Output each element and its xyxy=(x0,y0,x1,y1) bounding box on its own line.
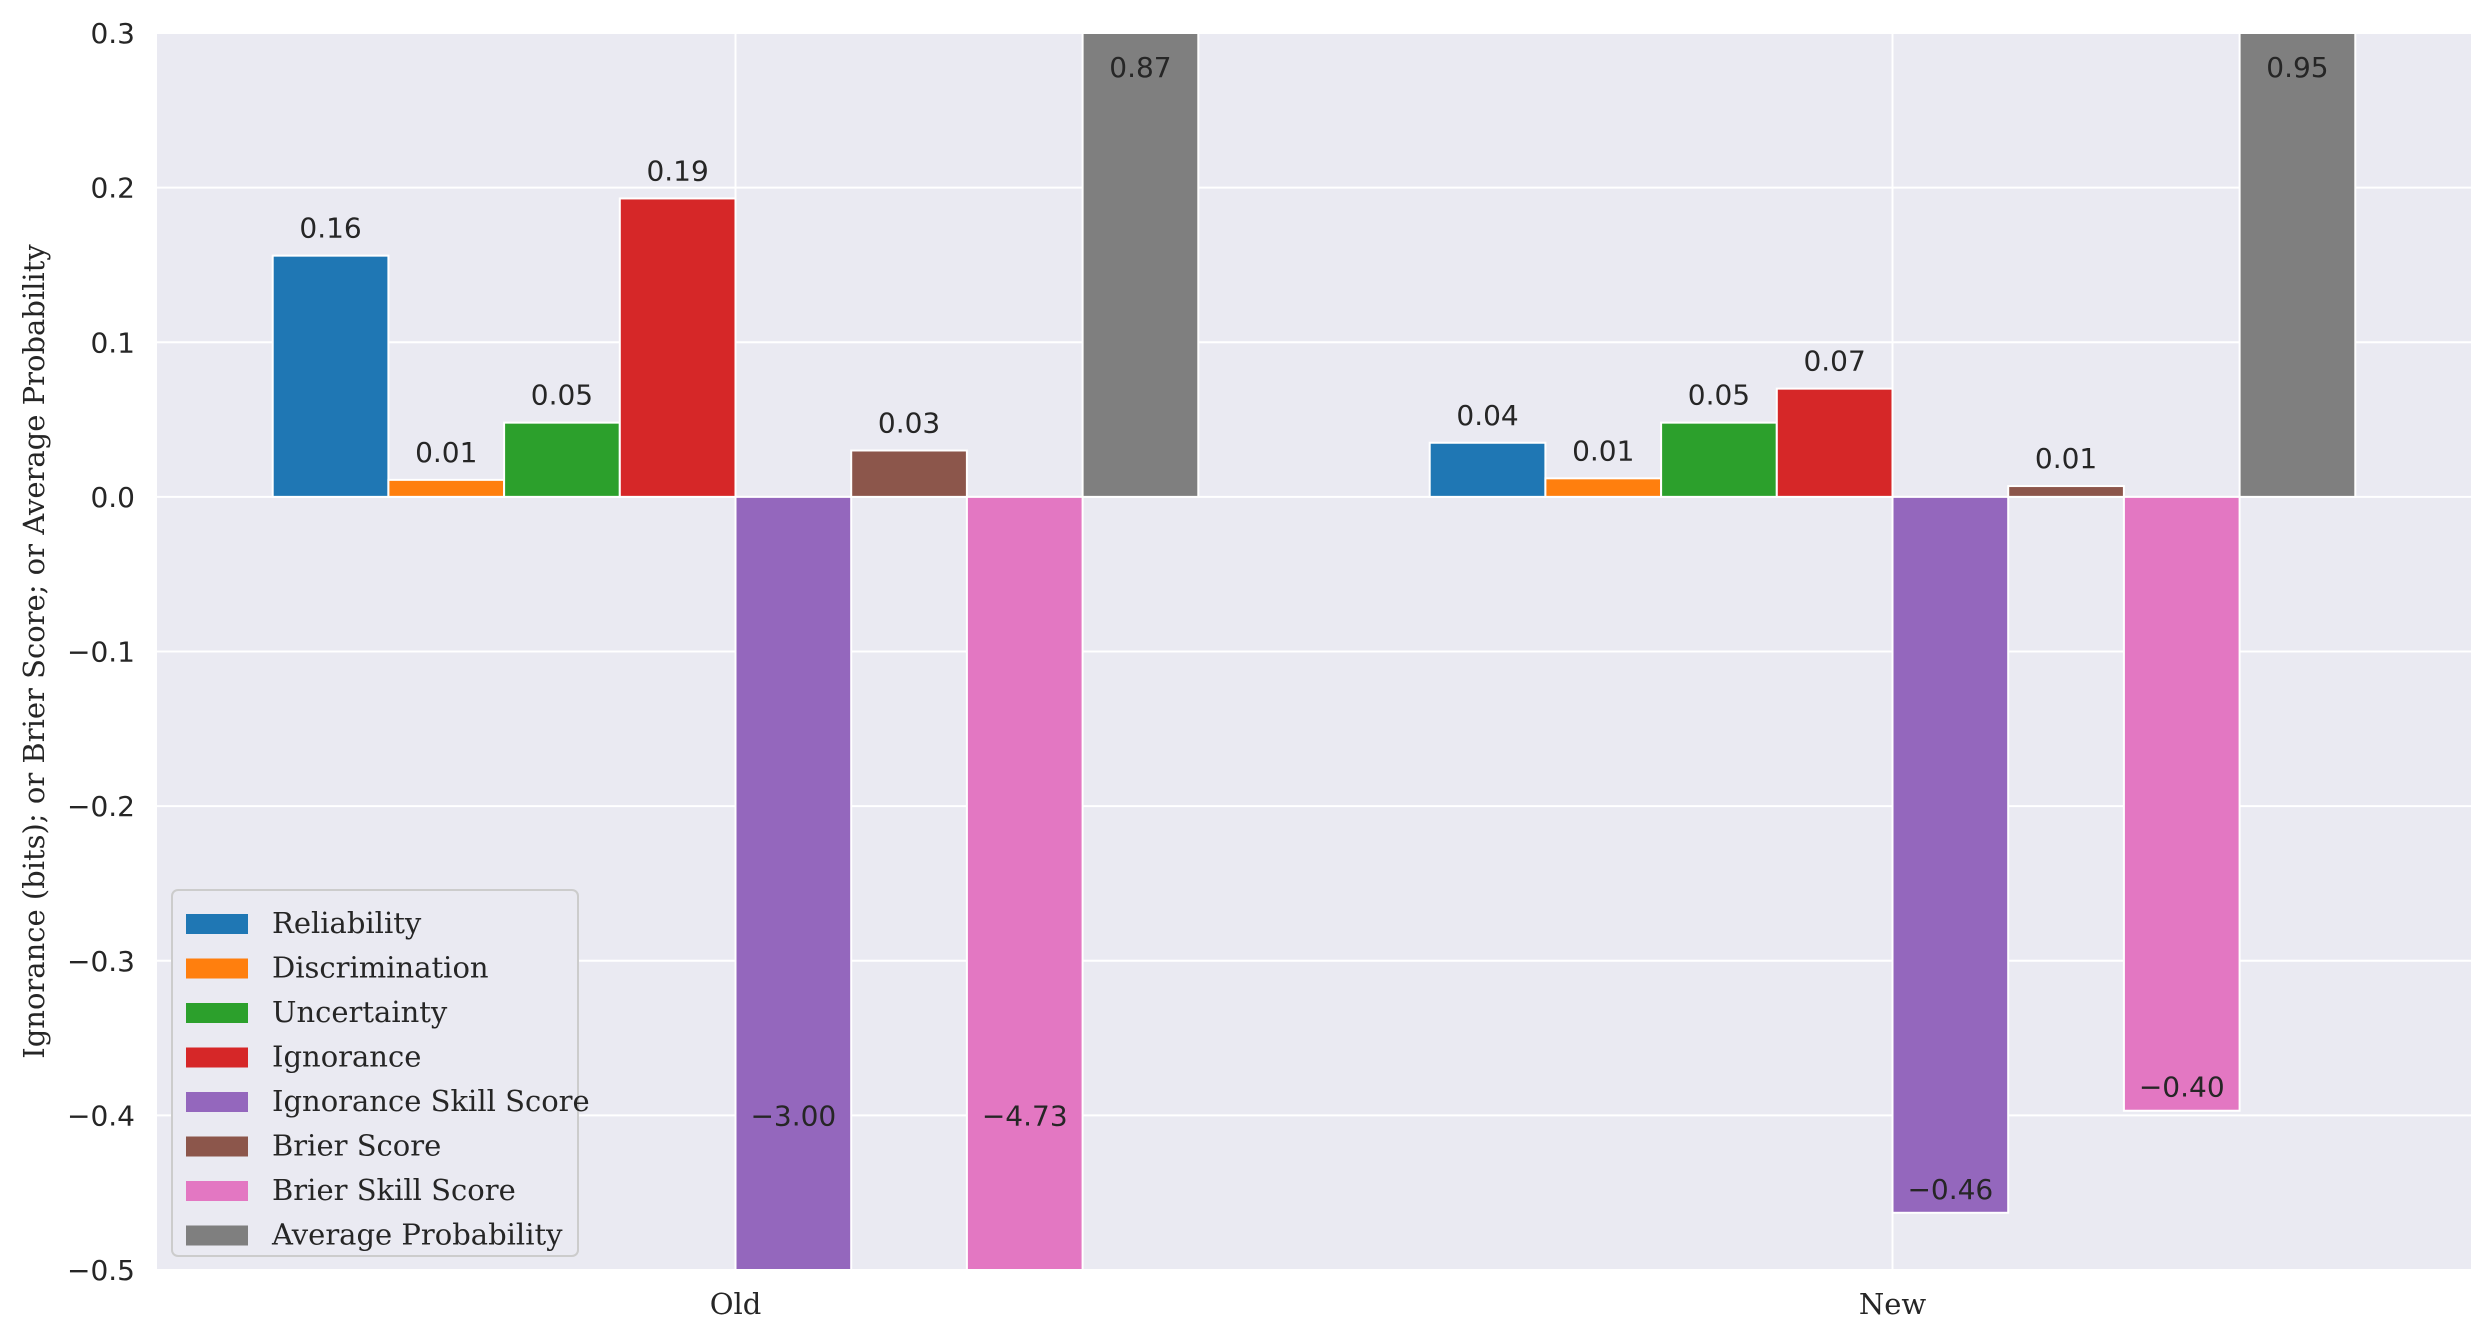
y-tick-label: 0.1 xyxy=(90,326,135,359)
bar-brier-score-old xyxy=(850,449,968,498)
legend: Reliability Discrimination Uncertainty Igno… xyxy=(171,889,590,1257)
y-tick-label: 0.3 xyxy=(90,17,135,50)
y-tick-label: −0.1 xyxy=(67,636,135,669)
bar-value-label: 0.87 xyxy=(1109,51,1171,84)
legend-swatch xyxy=(186,914,248,934)
bar-discrimination-new xyxy=(1544,477,1663,498)
x-axis-ticks: Old New xyxy=(710,1287,1927,1321)
bar-ignorance-new xyxy=(1775,387,1894,498)
legend-entry: Discrimination xyxy=(272,951,489,985)
y-tick-label: 0.0 xyxy=(90,481,135,514)
bar-value-label: 0.05 xyxy=(1688,379,1750,412)
y-tick-label: 0.2 xyxy=(90,172,135,205)
legend-entry: Ignorance Skill Score xyxy=(272,1084,590,1118)
bar-value-label: 0.04 xyxy=(1456,399,1518,432)
legend-swatch xyxy=(186,1092,248,1112)
bar-value-label: 0.01 xyxy=(2035,442,2097,475)
bar-value-label: 0.05 xyxy=(531,379,593,412)
legend-swatch xyxy=(186,1047,248,1068)
bar-value-label: −0.40 xyxy=(2139,1071,2225,1104)
bar-value-label: 0.95 xyxy=(2266,51,2328,84)
bar-value-label: 0.03 xyxy=(878,406,940,439)
x-tick-label: Old xyxy=(710,1287,762,1321)
bar-reliability-old xyxy=(271,254,390,498)
y-tick-label: −0.2 xyxy=(67,790,135,823)
legend-swatch xyxy=(186,1136,248,1157)
legend-entry: Brier Score xyxy=(272,1129,441,1163)
bar-value-label: −3.00 xyxy=(750,1099,836,1132)
bars xyxy=(271,32,2357,1271)
bar-labels: 0.16 0.04 0.01 0.01 0.05 0.05 0.19 0.07 −3.00 −0.… xyxy=(299,51,2328,1206)
bar-reliability-new xyxy=(1428,441,1547,498)
legend-frame xyxy=(171,889,579,1257)
legend-swatch xyxy=(186,1003,248,1023)
bar-brier-skill-score-old xyxy=(965,495,1084,1271)
bar-value-label: 0.19 xyxy=(646,154,708,187)
y-axis-ticks: −0.5 −0.4 −0.3 −0.2 −0.1 0.0 0.1 0.2 0.3 xyxy=(67,17,135,1287)
y-tick-label: −0.3 xyxy=(67,945,135,978)
legend-entry: Brier Skill Score xyxy=(272,1173,516,1207)
legend-swatch xyxy=(186,1181,248,1201)
bar-value-label: 0.16 xyxy=(299,212,361,245)
legend-entry: Reliability xyxy=(272,906,422,940)
bar-ignorance-old xyxy=(618,197,737,498)
bar-value-label: 0.01 xyxy=(415,436,477,469)
bar-uncertainty-new xyxy=(1660,421,1778,498)
legend-entry: Average Probability xyxy=(271,1218,563,1252)
bar-ignorance-skill-score-new xyxy=(1891,495,2010,1214)
bar-ignorance-skill-score-old xyxy=(734,495,853,1271)
y-tick-label: −0.4 xyxy=(67,1099,135,1132)
bar-average-probability-old xyxy=(1081,32,1200,498)
bar-value-label: −4.73 xyxy=(982,1099,1068,1132)
bar-value-label: 0.07 xyxy=(1803,345,1865,378)
y-axis-title: Ignorance (bits); or Brier Score; or Ave… xyxy=(17,244,51,1059)
legend-swatch xyxy=(186,1225,248,1246)
bar-value-label: −0.46 xyxy=(1907,1173,1993,1206)
bar-brier-skill-score-new xyxy=(2122,495,2241,1112)
bar-discrimination-old xyxy=(387,478,506,498)
bar-average-probability-new xyxy=(2238,32,2357,498)
bar-brier-score-new xyxy=(2007,485,2125,498)
bar-uncertainty-old xyxy=(503,421,621,498)
legend-entry: Uncertainty xyxy=(272,995,448,1029)
y-tick-label: −0.5 xyxy=(67,1254,135,1287)
x-tick-label: New xyxy=(1859,1287,1927,1321)
bar-value-label: 0.01 xyxy=(1572,434,1634,467)
legend-swatch xyxy=(186,958,248,979)
legend-entry: Ignorance xyxy=(272,1040,421,1074)
